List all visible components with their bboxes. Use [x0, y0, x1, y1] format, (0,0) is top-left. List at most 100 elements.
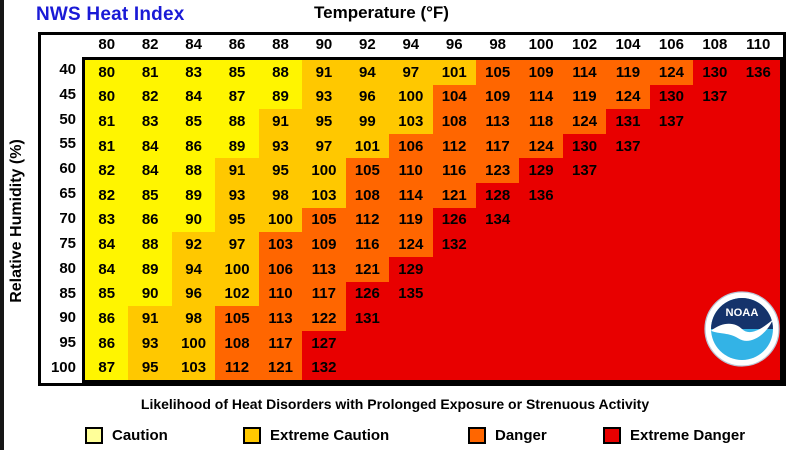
temperature-header: 84	[185, 36, 202, 53]
heat-index-cell	[475, 281, 520, 307]
heat-index-cell	[606, 158, 650, 184]
heat-index-cell: 97	[302, 133, 346, 159]
heat-index-cell: 84	[128, 158, 172, 184]
temperature-header: 90	[315, 36, 333, 53]
heat-index-cell: 119	[562, 84, 607, 110]
heat-index-cell	[519, 281, 563, 307]
heat-index-cell	[519, 330, 563, 356]
heat-index-cell: 90	[128, 281, 172, 307]
heat-index-cell	[736, 158, 780, 184]
heat-index-cell: 109	[519, 60, 563, 85]
heat-index-cell: 97	[215, 232, 259, 257]
heat-index-cell: 105	[302, 207, 346, 233]
heat-index-cell	[432, 306, 476, 331]
temperature-header: 92	[359, 36, 376, 53]
heat-index-cell: 124	[606, 84, 650, 110]
heat-index-cell	[345, 330, 390, 356]
heat-index-cell: 137	[693, 84, 737, 110]
heat-index-cell: 103	[389, 109, 433, 134]
heat-index-cell	[562, 207, 607, 233]
heat-index-cell: 93	[258, 133, 303, 159]
humidity-row-label: 60	[59, 160, 76, 178]
heat-index-cell: 108	[432, 109, 476, 134]
heat-index-cell	[649, 183, 694, 208]
heat-index-cell	[736, 207, 780, 233]
heat-index-cell	[693, 158, 737, 184]
temperature-header: 96	[445, 36, 463, 53]
heat-index-cell: 116	[345, 232, 390, 257]
heat-index-cell: 95	[258, 158, 303, 184]
heat-index-cell	[389, 306, 433, 331]
humidity-row-label: 80	[59, 259, 76, 277]
heat-index-cell: 132	[302, 355, 346, 380]
heat-index-cell: 119	[606, 60, 650, 85]
heat-index-cell: 106	[389, 133, 433, 159]
heat-index-cell: 106	[258, 256, 303, 282]
heat-index-cell: 97	[389, 60, 433, 85]
heat-index-cell: 128	[475, 183, 520, 208]
heat-index-cell	[475, 232, 520, 257]
heat-index-cell: 117	[258, 330, 303, 356]
heat-index-cell: 90	[171, 207, 216, 233]
heat-index-cell: 123	[475, 158, 520, 184]
heat-index-cell: 89	[171, 183, 216, 208]
heat-index-cell: 124	[562, 109, 607, 134]
heat-index-cell: 132	[432, 232, 476, 257]
heat-index-cell: 88	[171, 158, 216, 184]
heat-index-cell	[649, 355, 694, 380]
temperature-header: 100	[528, 36, 554, 53]
heat-index-cell: 105	[215, 306, 259, 331]
heat-index-cell: 121	[345, 256, 390, 282]
heat-index-cell: 114	[519, 84, 563, 110]
humidity-label-column: 40 45 50 55 60 65 70 75 80 85 90 95 100	[41, 57, 79, 380]
heat-index-cell: 89	[258, 84, 303, 110]
heat-index-cell	[389, 330, 433, 356]
heat-index-cell: 113	[302, 256, 346, 282]
heat-index-cell: 117	[302, 281, 346, 307]
heat-index-cell	[649, 158, 694, 184]
temperature-header: 86	[228, 36, 246, 53]
heat-index-cell: 104	[432, 84, 476, 110]
humidity-row-label: 85	[59, 284, 76, 302]
heat-index-cell: 136	[519, 183, 563, 208]
temperature-header: 102	[572, 36, 598, 53]
legend-swatch-icon	[468, 426, 486, 444]
humidity-axis-label: Relative Humidity (%)	[8, 139, 25, 303]
heat-index-cell: 130	[562, 133, 607, 159]
heat-index-cell: 137	[606, 133, 650, 159]
heat-index-cell: 93	[215, 183, 259, 208]
heat-index-cell: 95	[128, 355, 172, 380]
heat-index-cell: 117	[475, 133, 520, 159]
heat-index-cell: 136	[736, 60, 780, 85]
heat-index-cell: 124	[519, 133, 563, 159]
heat-index-cell: 85	[215, 60, 259, 85]
heat-index-cell	[693, 133, 737, 159]
heat-index-cell	[519, 232, 563, 257]
heat-index-cell	[562, 355, 607, 380]
humidity-row-label: 50	[59, 110, 76, 128]
heat-index-cell: 103	[258, 232, 303, 257]
heat-index-cell: 130	[693, 60, 737, 85]
heat-index-cell: 91	[302, 60, 346, 85]
heat-index-cell	[562, 306, 607, 331]
heat-index-cell: 100	[302, 158, 346, 184]
heat-index-cell: 98	[258, 183, 303, 208]
heat-index-cell: 105	[475, 60, 520, 85]
heat-index-cell: 108	[345, 183, 390, 208]
heat-index-cell: 126	[345, 281, 390, 307]
temperature-axis-label: Temperature (°F)	[314, 3, 449, 22]
temperature-header: 80	[98, 36, 116, 53]
humidity-row-label: 100	[50, 359, 76, 377]
heat-index-cell	[736, 256, 780, 282]
heat-index-cell: 137	[649, 109, 694, 134]
page-title: NWS Heat Index	[36, 4, 185, 25]
heat-index-cell: 113	[258, 306, 303, 331]
heat-index-cell: 129	[389, 256, 433, 282]
heat-index-cell	[606, 306, 650, 331]
heat-index-cell: 84	[85, 232, 129, 257]
heat-index-cell: 85	[128, 183, 172, 208]
heat-index-cell: 95	[215, 207, 259, 233]
legend-item: Extreme Danger	[603, 424, 745, 446]
humidity-row-label: 45	[59, 85, 76, 103]
